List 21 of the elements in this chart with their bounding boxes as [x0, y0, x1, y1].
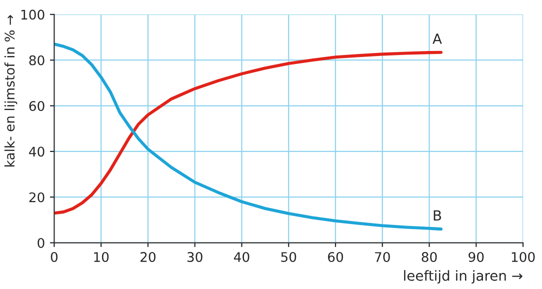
x-tick-label: 40 — [234, 252, 250, 262]
x-axis-title: leeftijd in jaren → — [404, 270, 522, 284]
y-tick-label: 80 — [29, 55, 44, 66]
y-tick-label: 0 — [38, 238, 44, 248]
series-label: B — [434, 210, 442, 220]
y-tick-label: 20 — [29, 192, 44, 202]
y-tick-label: 40 — [29, 146, 44, 157]
x-tick-label: 80 — [422, 252, 437, 262]
x-tick-label: 0 — [50, 252, 58, 262]
x-tick-label: 10 — [94, 252, 109, 262]
series-label: A — [432, 34, 442, 44]
y-tick-label: 100 — [21, 10, 44, 20]
x-tick-label: 60 — [328, 252, 344, 262]
x-tick-label: 70 — [375, 252, 390, 262]
y-tick-label: 60 — [29, 100, 44, 111]
x-tick-label: 20 — [140, 252, 156, 262]
x-tick-label: 50 — [281, 252, 296, 262]
x-tick-label: 100 — [512, 252, 535, 262]
y-axis-title: kalk- en lijmstof in % → — [4, 15, 18, 166]
x-tick-label: 30 — [187, 252, 202, 262]
x-tick-label: 90 — [468, 252, 484, 262]
